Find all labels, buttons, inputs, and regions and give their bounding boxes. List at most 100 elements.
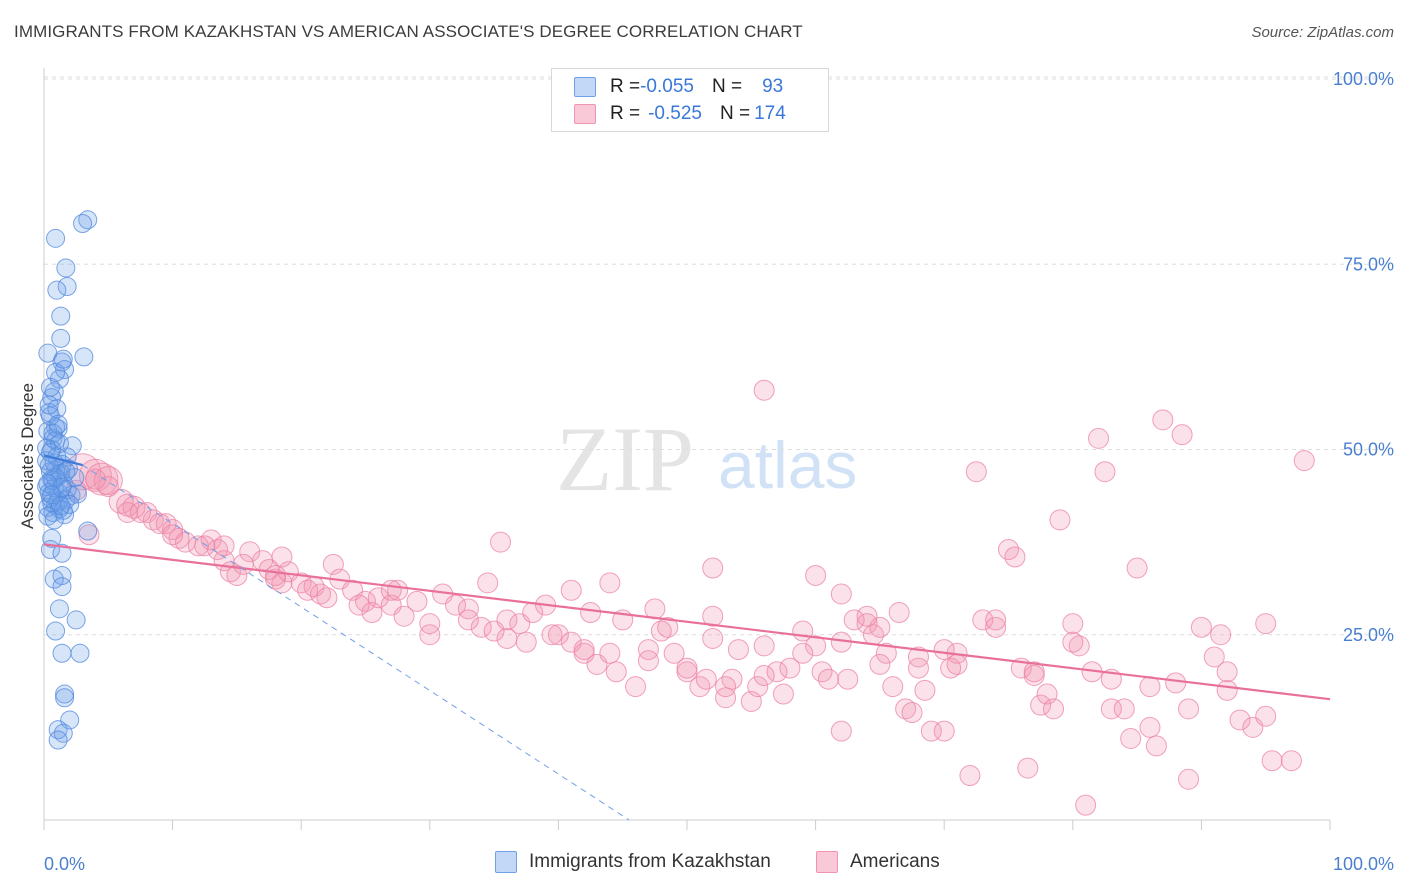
point-americans <box>1178 768 1200 790</box>
point-americans <box>1229 709 1251 731</box>
point-americans <box>226 564 248 586</box>
point-kazakhstan <box>55 688 75 708</box>
point-americans <box>766 661 788 683</box>
point-americans <box>1165 672 1187 694</box>
point-americans <box>792 642 814 664</box>
point-kazakhstan <box>47 280 67 300</box>
point-americans <box>129 501 151 523</box>
point-americans <box>869 653 891 675</box>
point-americans <box>599 572 621 594</box>
point-kazakhstan <box>52 543 72 563</box>
y-tick-label: 75.0% <box>1343 254 1394 274</box>
point-kazakhstan <box>56 462 76 482</box>
point-kazakhstan <box>51 496 71 516</box>
y-tick-label: 50.0% <box>1343 440 1394 460</box>
x-tick-label: 0.0% <box>44 854 85 874</box>
point-americans <box>1068 635 1090 657</box>
point-americans <box>817 668 839 690</box>
point-americans <box>753 379 775 401</box>
point-americans <box>580 602 602 624</box>
point-kazakhstan <box>78 210 98 230</box>
point-americans <box>1120 727 1142 749</box>
point-americans <box>907 657 929 679</box>
point-americans <box>1261 750 1283 772</box>
n-label: N = <box>719 103 751 124</box>
point-americans <box>830 720 852 742</box>
point-americans <box>727 639 749 661</box>
point-americans <box>888 602 910 624</box>
chart-title: IMMIGRANTS FROM KAZAKHSTAN VS AMERICAN A… <box>14 22 803 41</box>
point-americans <box>297 579 319 601</box>
chart-source: Source: ZipAtlas.com <box>1251 24 1394 41</box>
point-americans <box>1030 694 1052 716</box>
point-americans <box>805 564 827 586</box>
point-americans <box>1210 624 1232 646</box>
point-americans <box>895 698 917 720</box>
point-kazakhstan <box>73 213 93 233</box>
point-kazakhstan <box>43 423 63 443</box>
point-kazakhstan <box>53 349 73 369</box>
point-kazakhstan <box>70 643 90 663</box>
point-americans <box>162 524 184 546</box>
point-americans <box>985 609 1007 631</box>
point-kazakhstan <box>52 577 72 597</box>
legend-item-americans: Americans <box>816 851 940 873</box>
point-americans <box>348 594 370 616</box>
point-kazakhstan <box>66 610 86 630</box>
legend-label-americans: Americans <box>850 851 940 872</box>
point-americans <box>213 535 235 557</box>
point-americans <box>856 605 878 627</box>
point-americans <box>1075 794 1097 816</box>
point-americans <box>1293 450 1315 472</box>
point-americans <box>1043 698 1065 720</box>
r-label: R = <box>610 103 641 124</box>
point-americans <box>1216 661 1238 683</box>
point-americans <box>907 646 929 668</box>
point-americans <box>1049 509 1071 531</box>
y-axis-label: Associate's Degree <box>18 383 37 529</box>
point-kazakhstan <box>46 621 66 641</box>
point-americans <box>547 624 569 646</box>
point-kazakhstan <box>52 477 72 497</box>
point-americans <box>1139 676 1161 698</box>
r-label: R = <box>610 76 641 97</box>
point-americans <box>117 501 139 523</box>
point-americans <box>457 609 479 631</box>
point-americans <box>1280 750 1302 772</box>
point-americans <box>1062 631 1084 653</box>
point-kazakhstan <box>44 569 64 589</box>
correlation-legend: R = -0.055 N = 93 R = -0.525 N = 174 <box>551 68 829 132</box>
point-americans <box>805 635 827 657</box>
point-americans <box>108 488 134 514</box>
point-americans <box>901 702 923 724</box>
point-americans <box>1126 557 1148 579</box>
point-americans <box>155 513 177 535</box>
point-americans <box>715 676 737 698</box>
point-americans <box>1190 616 1212 638</box>
point-americans <box>1094 461 1116 483</box>
point-americans <box>702 557 724 579</box>
point-americans <box>1171 424 1193 446</box>
point-americans <box>309 583 331 605</box>
watermark-zip: ZIP <box>556 408 694 510</box>
point-americans <box>1139 716 1161 738</box>
point-americans <box>573 639 595 661</box>
trendline-kazakhstan-dashed <box>82 464 630 821</box>
y-tick-label: 100.0% <box>1333 69 1394 89</box>
point-americans <box>380 579 402 601</box>
point-americans <box>772 683 794 705</box>
point-kazakhstan <box>39 395 59 415</box>
point-kazakhstan <box>56 258 76 278</box>
point-americans <box>625 676 647 698</box>
point-americans <box>419 613 441 635</box>
point-americans <box>1088 427 1110 449</box>
point-americans <box>933 720 955 742</box>
point-americans <box>470 616 492 638</box>
point-americans <box>959 765 981 787</box>
point-americans <box>856 613 878 635</box>
point-kazakhstan <box>52 643 72 663</box>
point-americans <box>1152 409 1174 431</box>
r-value-kazakhstan: -0.055 <box>640 76 694 97</box>
point-americans <box>843 609 865 631</box>
